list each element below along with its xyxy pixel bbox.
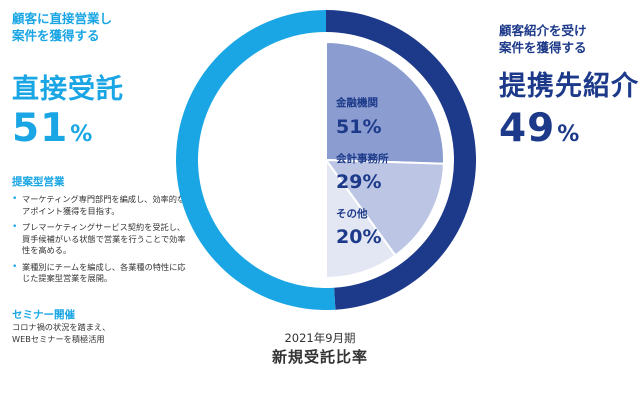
seminar-heading: セミナー開催	[12, 309, 75, 321]
inner-slice-name: 金融機関	[335, 96, 378, 109]
inner-slice-1	[325, 40, 445, 165]
direct-percent: 51%	[12, 106, 92, 151]
inner-slice-value: 29%	[336, 171, 381, 193]
partner-percent: 49%	[499, 106, 579, 151]
sales-bullet: 業種別にチームを編成し、各業種の特性に応じた提案型営業を展開。	[12, 262, 187, 285]
partner-title: 提携先紹介	[499, 71, 639, 102]
inner-slice-name: その他	[336, 207, 368, 220]
inner-slice-2	[323, 158, 445, 257]
direct-title: 直接受託	[12, 74, 124, 105]
inner-slice-3	[325, 156, 397, 280]
direct-subtitle-line1: 顧客に直接営業し	[12, 11, 113, 26]
partner-percent-unit: %	[557, 122, 580, 147]
direct-subtitle-line2: 案件を獲得する	[12, 28, 100, 43]
sales-bullet: マーケティング専門部門を編成し、効率的なアポイント獲得を目指す。	[12, 194, 187, 217]
inner-slice-name: 会計事務所	[336, 152, 389, 165]
direct-percent-unit: %	[70, 122, 93, 147]
chart-period: 2021年9月期	[284, 331, 356, 345]
sales-bullet: プレマーケティングサービス契約を受託し、買手候補がいる状態で営業を行うことで効率…	[12, 222, 187, 257]
seminar-line2: WEBセミナーを積極活用	[12, 333, 105, 344]
partner-subtitle-line1: 顧客紹介を受け	[499, 23, 587, 38]
partner-percent-value: 49	[499, 106, 556, 151]
partner-subtitle: 顧客紹介を受け 案件を獲得する	[499, 22, 639, 56]
ring-segment-partner	[326, 10, 476, 310]
direct-percent-value: 51	[12, 106, 69, 151]
seminar-text: コロナ禍の状況を踏まえ、 WEBセミナーを積極活用	[12, 322, 182, 345]
direct-subtitle: 顧客に直接営業し 案件を獲得する	[12, 10, 172, 44]
sales-bullet-list: マーケティング専門部門を編成し、効率的なアポイント獲得を目指す。 プレマーケティ…	[12, 194, 187, 290]
donut-chart: 金融機関 51% 会計事務所 29% その他 20%	[176, 10, 476, 310]
seminar-line1: コロナ禍の状況を踏まえ、	[12, 322, 111, 332]
partner-subtitle-line2: 案件を獲得する	[499, 40, 587, 55]
chart-title: 新規受託比率	[271, 348, 368, 366]
sales-heading: 提案型営業	[12, 176, 65, 188]
inner-slice-value: 20%	[336, 226, 381, 248]
inner-slice-value: 51%	[336, 116, 381, 138]
ring-segment-direct	[176, 10, 336, 310]
